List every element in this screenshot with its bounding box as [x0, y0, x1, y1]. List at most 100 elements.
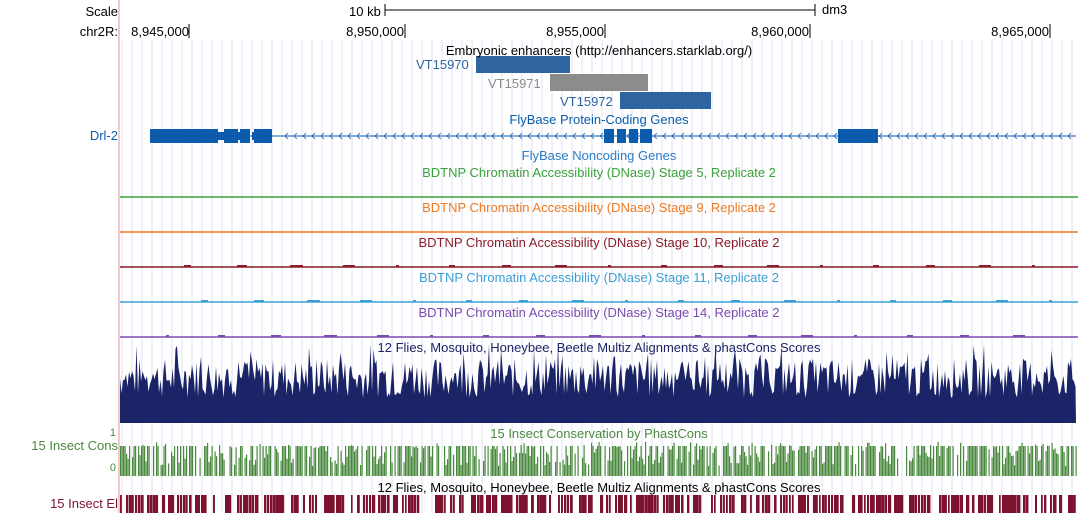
element-block: [636, 495, 640, 513]
element-block: [1017, 495, 1021, 513]
element-block: [435, 495, 439, 513]
cons-bar: [831, 446, 833, 476]
cons-bar: [862, 450, 864, 476]
element-block: [327, 495, 331, 513]
element-block: [1008, 495, 1012, 513]
cons-bar: [624, 461, 626, 476]
cons-bar: [699, 446, 701, 476]
cons-bar: [502, 446, 504, 476]
element-block: [1068, 495, 1072, 513]
cons-bar: [1017, 450, 1019, 476]
element-block: [927, 495, 931, 513]
dnase-signal: [907, 335, 913, 337]
scale-label: Scale: [85, 4, 118, 19]
dnase-signal: [272, 335, 281, 337]
element-block: [681, 495, 684, 513]
cons-bar: [129, 446, 131, 476]
dnase-signal: [748, 335, 757, 337]
cons-bar: [825, 446, 827, 476]
element-block: [651, 495, 654, 513]
assembly-label: dm3: [822, 2, 848, 17]
cons-bar: [807, 446, 809, 476]
element-block: [315, 495, 318, 513]
cons-bar: [256, 446, 258, 476]
cons-bar: [613, 446, 615, 476]
strand-arrow: [545, 132, 550, 140]
cons-bar: [883, 458, 885, 476]
enhancer-label-vt15972[interactable]: VT15972: [560, 94, 613, 109]
element-block: [459, 495, 462, 513]
cons-track-label[interactable]: 15 Insect Cons: [31, 438, 118, 453]
cons-bar: [178, 462, 180, 476]
cons-bar: [1002, 446, 1004, 476]
cons-bar: [823, 462, 825, 476]
cons-bar: [715, 446, 717, 476]
cons-bar: [940, 446, 942, 476]
cons-bar: [322, 446, 324, 476]
cons-bar: [676, 458, 678, 476]
cons-bar: [507, 446, 509, 476]
elements-track-label[interactable]: 15 Insect El: [50, 496, 118, 511]
cons-bar: [144, 446, 146, 476]
cons-bar: [972, 446, 974, 476]
cons-bar: [1036, 446, 1038, 476]
cons-bar: [532, 447, 534, 476]
strand-arrow: [446, 132, 451, 140]
element-block: [531, 495, 534, 513]
dnase-signal: [960, 335, 969, 337]
cons-bar: [463, 446, 465, 476]
cons-bar: [673, 442, 675, 476]
cons-bar: [714, 448, 716, 476]
cons-bar: [250, 446, 252, 476]
element-block: [366, 495, 368, 513]
element-block: [1041, 495, 1043, 513]
cons-bar: [729, 456, 731, 476]
element-block: [417, 495, 420, 513]
cons-bar: [189, 446, 191, 476]
gene-label-drl2[interactable]: Drl-2: [89, 128, 118, 143]
enhancer-label-vt15970[interactable]: VT15970: [416, 57, 469, 72]
cons-bar: [966, 460, 968, 476]
cons-bar: [462, 446, 464, 476]
cons-bar: [735, 446, 737, 476]
dnase-signal: [185, 265, 191, 267]
cons-bar: [549, 461, 551, 476]
cons-bar: [916, 446, 918, 476]
cons-bar: [372, 446, 374, 476]
cons-bar: [718, 465, 720, 476]
cons-bar: [1024, 446, 1026, 476]
cons-bar: [253, 464, 255, 476]
dnase-signal: [943, 300, 952, 302]
cons-bar: [679, 446, 681, 476]
cons-bar: [160, 465, 162, 476]
cons-bar: [652, 464, 654, 476]
cons-bar: [282, 446, 284, 476]
strand-arrow: [824, 132, 829, 140]
cons-bar: [550, 446, 552, 476]
strand-arrow: [941, 132, 946, 140]
element-block: [840, 495, 844, 513]
element-block: [654, 495, 657, 513]
cons-bar: [886, 461, 888, 476]
cons-bar: [1062, 446, 1064, 476]
element-block: [141, 495, 144, 513]
element-block: [798, 495, 802, 513]
enhancer-label-vt15971[interactable]: VT15971: [488, 76, 541, 91]
cons-bar: [663, 446, 665, 476]
cons-bar: [1054, 448, 1056, 476]
cons-bar: [919, 455, 921, 476]
element-block: [825, 495, 827, 513]
element-block: [642, 495, 645, 513]
cons-bar: [949, 446, 951, 476]
element-block: [168, 495, 172, 513]
cons-bar: [927, 456, 929, 476]
cons-bar: [880, 446, 882, 476]
cons-bar: [762, 446, 764, 476]
cons-bar: [537, 456, 539, 476]
gene-exon: [604, 129, 614, 143]
cons-bar: [726, 446, 728, 476]
cons-bar: [837, 445, 839, 476]
element-block: [405, 495, 407, 513]
element-block: [246, 495, 249, 513]
cons-bar: [943, 446, 945, 476]
